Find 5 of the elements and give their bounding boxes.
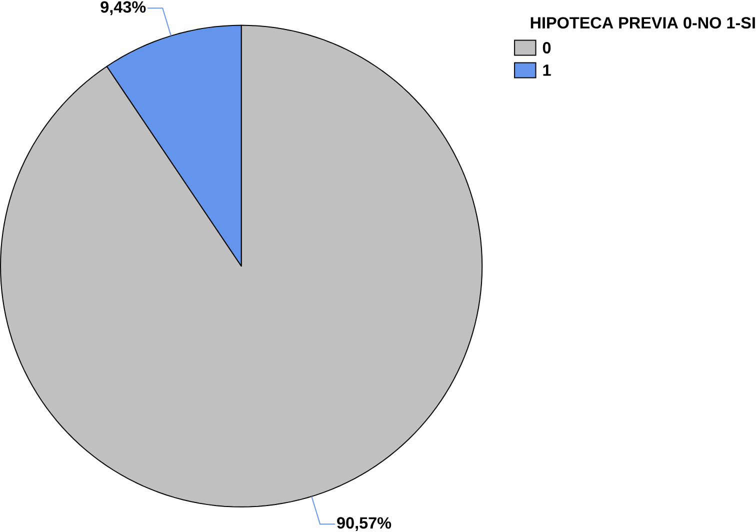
data-label: 90,57%	[337, 517, 392, 531]
legend-label: 0	[542, 42, 551, 54]
data-label: 9,43%	[100, 1, 146, 15]
legend-label: 1	[543, 64, 551, 76]
legend-title: HIPOTECA PREVIA 0-NO 1-SI	[530, 16, 755, 28]
